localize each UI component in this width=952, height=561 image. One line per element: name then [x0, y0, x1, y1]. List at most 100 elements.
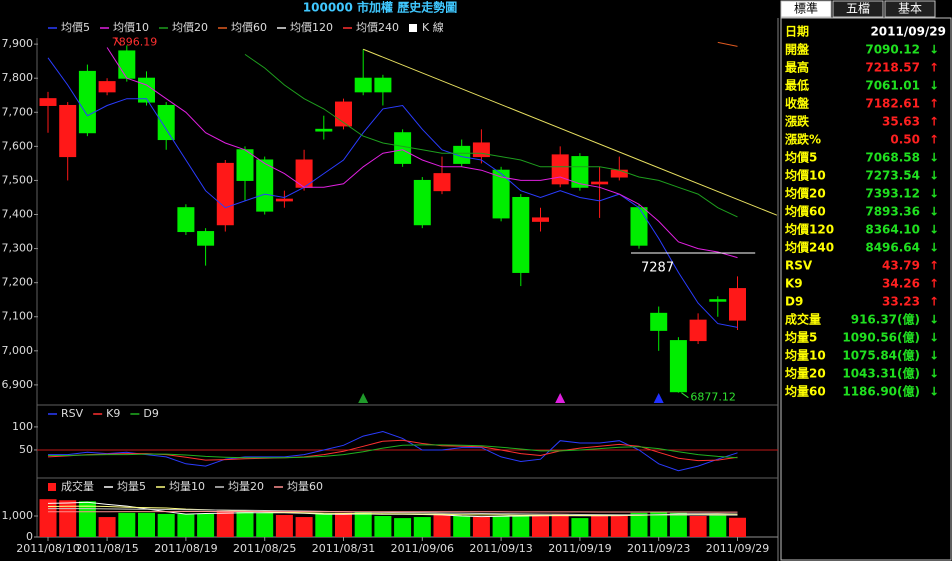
series-line — [48, 444, 738, 459]
tab-label[interactable]: 標準 — [794, 1, 818, 16]
tab[interactable] — [832, 0, 884, 18]
row-value: 1075.84(億) — [842, 348, 920, 363]
legend-label: 均價60 — [231, 20, 267, 34]
row-value: 43.79 — [882, 259, 920, 273]
row-arrow: ↓ — [929, 151, 939, 165]
volume-bar — [433, 514, 451, 537]
legend-label: 均價120 — [290, 20, 333, 34]
volume-bar — [177, 513, 195, 537]
volume-bar — [315, 513, 333, 537]
candle-body — [98, 81, 116, 93]
x-tick-label: 2011/08/10 — [16, 542, 79, 555]
candle-body — [669, 340, 687, 393]
candle-body — [689, 319, 707, 342]
volume-bar — [138, 512, 155, 537]
row-label: 均量10 — [785, 348, 826, 363]
x-tick-label: 2011/09/23 — [627, 542, 690, 555]
row-value: 7218.57 — [865, 61, 920, 75]
legend-label: 均量20 — [228, 480, 264, 493]
row-label: 均量5 — [785, 330, 817, 345]
candle-body — [630, 207, 648, 246]
candle-body — [275, 198, 293, 202]
row-label: K9 — [785, 277, 803, 291]
row-label: 均價120 — [785, 222, 834, 237]
legend-label: K9 — [106, 407, 120, 420]
y-tick-label: 7,100 — [2, 310, 34, 323]
legend-label: 成交量 — [61, 479, 94, 493]
volume-bar — [78, 501, 96, 537]
row-value: 7068.58 — [865, 151, 920, 165]
row-label: 均價5 — [785, 150, 817, 165]
candle-body — [394, 132, 412, 164]
legend-swatch — [48, 483, 56, 491]
row-value: 7893.36 — [865, 205, 920, 219]
volume-bar — [689, 515, 707, 537]
row-label: 漲跌 — [785, 114, 810, 129]
legend-label: 均價20 — [172, 20, 208, 34]
signal-marker — [653, 393, 664, 403]
volume-bar — [295, 517, 313, 537]
series-line — [717, 41, 738, 47]
high-label: 7896.19 — [112, 35, 158, 48]
candle-body — [413, 179, 431, 226]
row-value: 0.50 — [890, 133, 920, 147]
candle-body — [492, 169, 510, 219]
tab[interactable] — [884, 0, 936, 18]
signal-marker — [358, 393, 369, 403]
candle-body — [118, 50, 136, 79]
candle-body — [571, 156, 589, 188]
volume-bar — [236, 511, 254, 537]
series-line — [48, 508, 738, 516]
volume-bar — [413, 517, 431, 537]
x-tick-label: 2011/09/06 — [391, 542, 454, 555]
row-value: 1043.31(億) — [842, 366, 920, 381]
row-label: D9 — [785, 295, 803, 309]
row-arrow: ↓ — [929, 79, 939, 93]
row-label: 開盤 — [785, 42, 810, 57]
candle-body — [709, 299, 727, 302]
y-tick-label: 50 — [19, 443, 33, 456]
volume-bar — [118, 512, 136, 537]
volume-bar — [532, 514, 549, 537]
row-label: 均量60 — [785, 384, 826, 399]
legend-label: RSV — [61, 407, 84, 420]
volume-bar — [394, 518, 412, 537]
row-arrow: ↓ — [929, 349, 939, 363]
row-value: 2011/09/29 — [870, 25, 946, 39]
row-value: 7090.12 — [865, 43, 920, 57]
row-value: 7273.54 — [865, 169, 920, 183]
row-label: 日期 — [785, 24, 809, 39]
row-arrow: ↓ — [929, 331, 939, 345]
series-line — [47, 57, 738, 328]
tab[interactable] — [780, 0, 832, 18]
row-value: 33.23 — [882, 295, 920, 309]
y-tick-label: 7,700 — [2, 105, 34, 118]
candle-body — [216, 162, 234, 226]
volume-bar — [256, 512, 274, 537]
tab-label[interactable]: 五檔 — [846, 2, 870, 16]
y-tick-label: 7,600 — [2, 139, 34, 152]
candle-body — [315, 128, 333, 132]
row-value: 8364.10 — [865, 223, 920, 237]
candle-body — [650, 312, 668, 331]
row-arrow: ↓ — [929, 385, 939, 399]
row-value: 34.26 — [882, 277, 920, 291]
volume-bar — [453, 515, 471, 537]
volume-bar — [354, 511, 372, 537]
y-tick-label: 1,000 — [2, 509, 34, 522]
row-value: 916.37(億) — [851, 312, 920, 327]
candle-body — [591, 181, 609, 185]
tab-label[interactable]: 基本 — [898, 2, 922, 16]
volume-bar — [591, 514, 609, 537]
row-arrow: ↓ — [929, 43, 939, 57]
volume-bar — [275, 514, 293, 537]
chart-title: 100000 市加權 歷史走勢圖 — [303, 0, 457, 15]
row-value: 35.63 — [882, 115, 920, 129]
volume-bar — [157, 513, 175, 537]
candle-body — [551, 154, 569, 185]
legend-label: 均量60 — [287, 480, 323, 493]
candle-body — [197, 231, 215, 246]
row-value: 7061.01 — [865, 79, 920, 93]
legend-label: D9 — [143, 407, 158, 420]
low-label: 6877.12 — [690, 391, 736, 404]
